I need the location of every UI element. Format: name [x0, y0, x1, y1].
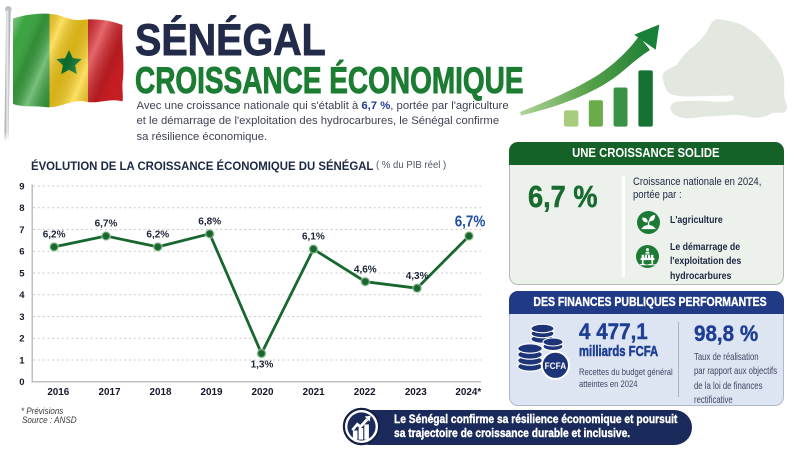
svg-text:3: 3: [19, 312, 24, 323]
svg-text:6,2%: 6,2%: [146, 230, 169, 241]
svg-text:2017: 2017: [99, 387, 121, 398]
svg-text:4: 4: [19, 290, 25, 301]
svg-text:0: 0: [19, 377, 24, 388]
svg-text:1,3%: 1,3%: [251, 359, 274, 370]
svg-text:2018: 2018: [150, 387, 172, 398]
svg-text:6: 6: [19, 247, 24, 258]
svg-text:9: 9: [19, 181, 24, 192]
svg-text:2023: 2023: [405, 387, 427, 398]
svg-text:5: 5: [19, 268, 25, 279]
svg-text:6,1%: 6,1%: [302, 232, 325, 243]
svg-text:2020: 2020: [252, 387, 274, 398]
svg-text:1: 1: [19, 355, 25, 366]
svg-text:4,3%: 4,3%: [406, 271, 429, 282]
svg-text:2: 2: [19, 334, 24, 345]
svg-text:2016: 2016: [47, 387, 69, 398]
svg-text:7: 7: [19, 225, 24, 236]
svg-text:2021: 2021: [303, 387, 325, 398]
svg-text:2024*: 2024*: [455, 387, 481, 398]
svg-text:4,6%: 4,6%: [354, 264, 377, 275]
svg-text:6,8%: 6,8%: [198, 216, 221, 227]
svg-text:8: 8: [19, 203, 24, 214]
svg-text:6,7%: 6,7%: [95, 219, 118, 230]
svg-text:2019: 2019: [201, 387, 223, 398]
svg-text:2022: 2022: [354, 387, 376, 398]
svg-text:6,7%: 6,7%: [455, 213, 486, 230]
svg-text:6,2%: 6,2%: [43, 230, 66, 241]
svg-text:FCFA: FCFA: [545, 360, 567, 371]
